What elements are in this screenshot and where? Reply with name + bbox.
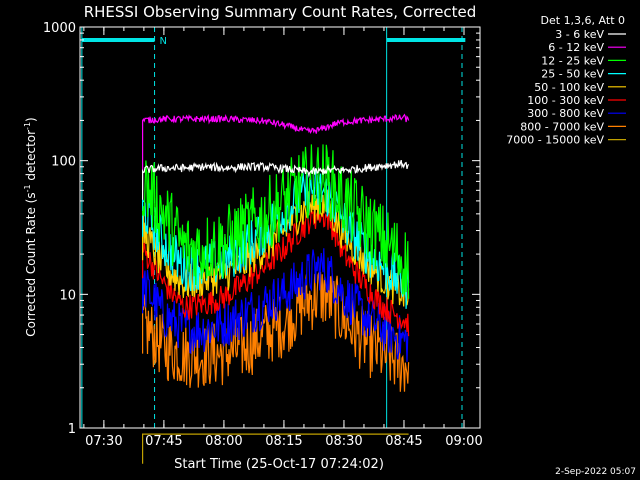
legend-item-4: 50 - 100 keV bbox=[534, 81, 604, 94]
plot-frame bbox=[79, 26, 481, 429]
x-tick-label-6: 09:00 bbox=[445, 434, 482, 449]
series-line-6 bbox=[142, 248, 410, 362]
legend-item-6: 300 - 800 keV bbox=[527, 107, 604, 120]
legend-item-1: 6 - 12 keV bbox=[548, 41, 604, 54]
legend-title: Det 1,3,6, Att 0 bbox=[541, 14, 625, 27]
y-axis-label: Corrected Count Rate (s-1 detector-1) bbox=[23, 117, 38, 336]
x-tick-label-1: 07:45 bbox=[145, 434, 182, 449]
series-line-0 bbox=[142, 159, 410, 200]
annotation-0: N bbox=[160, 36, 167, 47]
legend-item-8: 7000 - 15000 keV bbox=[506, 134, 604, 147]
x-tick-label-4: 08:30 bbox=[325, 434, 362, 449]
series-line-4 bbox=[142, 186, 410, 307]
x-tick-label-2: 08:00 bbox=[205, 434, 242, 449]
flag-layer: N bbox=[81, 27, 466, 428]
series-line-2 bbox=[142, 144, 410, 299]
series-line-5 bbox=[142, 203, 410, 337]
x-tick-label-5: 08:45 bbox=[385, 434, 422, 449]
x-tick-label-0: 07:30 bbox=[85, 434, 122, 449]
axes-layer: 07:30 07:45 08:00 08:15 08:30 08:45 09:00 1 10 10… bbox=[43, 21, 483, 449]
y-tick-label-3: 1000 bbox=[43, 21, 76, 36]
y-tick-label-0: 1 bbox=[68, 422, 76, 437]
legend-item-0: 3 - 6 keV bbox=[555, 28, 604, 41]
y-tick-label-1: 10 bbox=[59, 288, 76, 303]
legend-item-5: 100 - 300 keV bbox=[527, 94, 604, 107]
series-line-8 bbox=[142, 433, 409, 464]
legend-item-7: 800 - 7000 keV bbox=[520, 120, 604, 133]
series-line-1 bbox=[142, 113, 410, 191]
x-axis-label: Start Time (25-Oct-17 07:24:02) bbox=[174, 457, 384, 472]
legend-item-2: 12 - 25 keV bbox=[541, 54, 604, 67]
timestamp: 2-Sep-2022 05:07 bbox=[555, 467, 636, 477]
x-tick-label-3: 08:15 bbox=[265, 434, 302, 449]
chart-title: RHESSI Observing Summary Count Rates, Co… bbox=[84, 3, 477, 21]
legend-item-3: 25 - 50 keV bbox=[541, 68, 604, 81]
series-layer bbox=[142, 113, 410, 464]
y-tick-label-2: 100 bbox=[51, 155, 76, 170]
